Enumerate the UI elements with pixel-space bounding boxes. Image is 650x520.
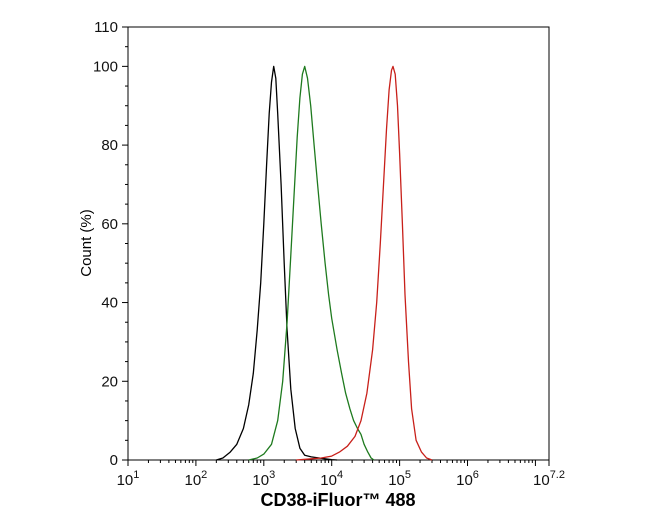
y-tick-label: 100 [93,58,118,75]
x-axis-title: CD38-iFluor™ 488 [260,490,415,510]
y-tick-label: 0 [110,452,118,469]
x-tick-label: 103 [252,469,275,489]
x-tick-label: 102 [184,469,207,489]
histogram-curve-2 [248,65,375,461]
x-tick-label: 105 [388,469,411,489]
y-tick-label: 20 [101,373,118,390]
histogram-curve-3 [296,65,433,461]
x-tick-label: 104 [320,469,343,489]
x-tick-label: 106 [456,469,479,489]
histogram-curve-1 [216,65,338,461]
x-tick-label: 107.2 [533,469,565,489]
x-tick-label: 101 [117,469,140,489]
y-tick-label: 110 [94,19,118,36]
y-tick-label: 60 [101,216,118,233]
y-axis-title: Count (%) [78,209,95,277]
x-axis-ticks: 101 102 103 104 105 106 107.2 [117,460,565,489]
y-axis-ticks: 0 20 40 60 80 100 110 [93,19,128,469]
y-tick-label: 80 [101,137,118,154]
plot-frame [127,26,550,461]
series-layer [216,65,433,461]
y-tick-label: 40 [101,295,118,312]
